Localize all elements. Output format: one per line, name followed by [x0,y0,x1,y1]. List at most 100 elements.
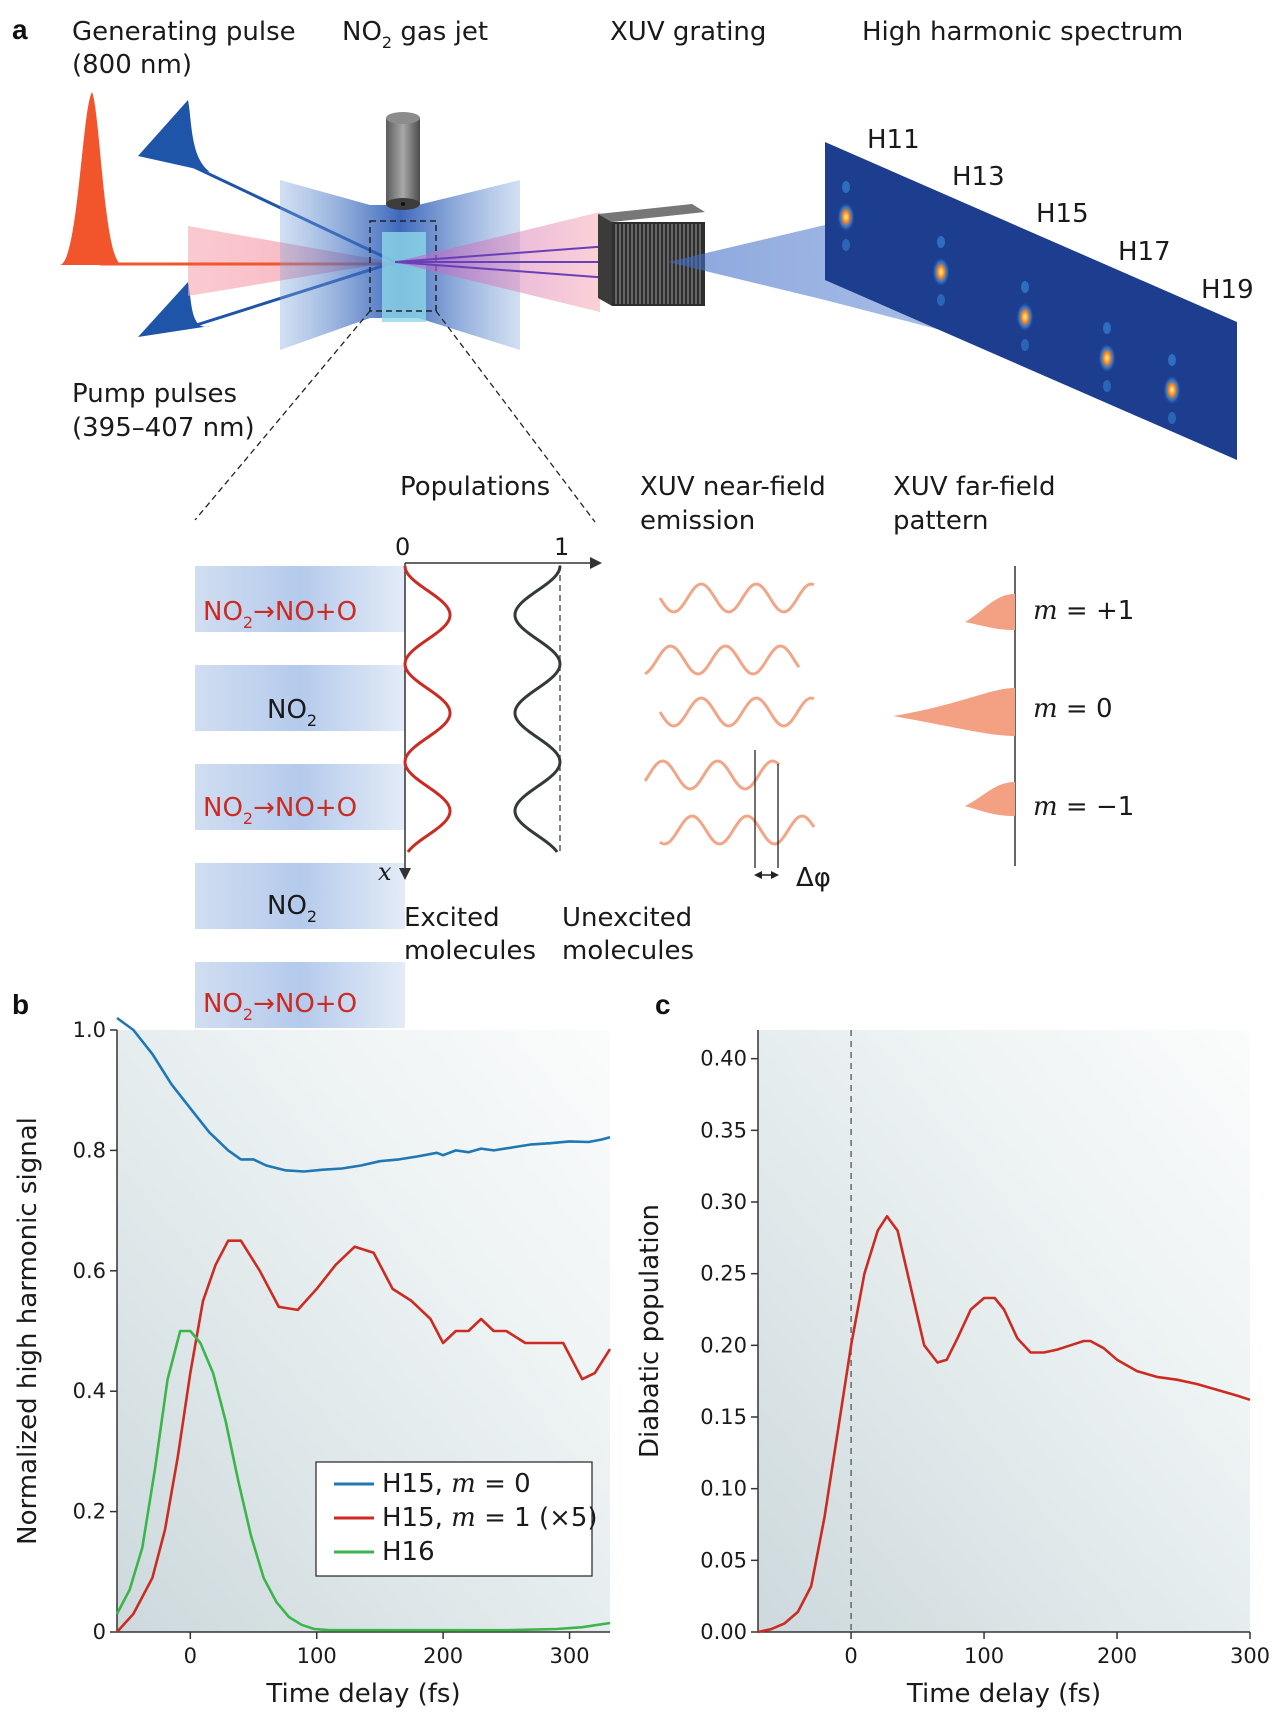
x-tick-label: 100 [297,1644,337,1668]
x-tick-label: 200 [1097,1644,1137,1668]
order-0-label: m = 0 [1033,694,1113,724]
molecule-stripe [195,566,405,632]
near-field-wave [643,759,781,791]
spectrum-title: High harmonic spectrum [862,17,1183,47]
harmonic-spot [837,202,855,232]
nozzle-top [386,112,420,124]
row-label: NO2 [267,891,317,926]
harmonic-spot-lower [1021,339,1029,351]
panel-a-label: a [12,14,28,45]
x-tick-label: 0 [844,1644,857,1668]
x-tick-label: 200 [423,1644,463,1668]
x-axis-arrow [399,868,411,880]
harmonic-label: H11 [867,125,920,155]
y-tick-label: 0.30 [700,1190,747,1214]
molecule-stripe [195,863,405,929]
harmonic-spot-upper [1168,354,1176,366]
molecule-stripe [195,962,405,1028]
harmonic-spot-lower [1168,412,1176,424]
harmonic-label: H19 [1201,275,1254,305]
unexcited-label-1: Unexcited [562,903,692,933]
y-axis-title: Diabatic population [635,1204,665,1458]
y-tick-label: 1.0 [73,1018,106,1042]
gas-jet-stream [382,232,426,322]
generating-pulse-wavelength: (800 nm) [72,50,192,80]
y-tick-label: 0.15 [700,1405,747,1429]
panel-c-plot-area [758,1030,1250,1632]
series-line-0 [116,1016,611,1173]
x-axis-label: x [378,858,392,886]
populations-title: Populations [400,472,550,502]
x-tick-label: 0 [184,1644,197,1668]
row-label: NO2→NO+O [203,793,357,828]
harmonic-spot-lower [1103,380,1111,392]
x-axis-title: Time delay (fs) [906,1679,1101,1709]
nozzle-orifice [401,202,405,206]
order-plus1-label: m = +1 [1033,596,1134,626]
near-field: XUV near-field emission Δφ [640,472,831,893]
order-minus1-label: m = −1 [1033,792,1134,822]
y-tick-label: 0.25 [700,1262,747,1286]
y-tick-label: 0.4 [73,1379,106,1403]
detector-screen [825,142,1237,460]
harmonic-spot-upper [842,181,850,193]
grating-title: XUV grating [610,17,766,47]
y-tick-label: 0.6 [73,1259,106,1283]
far-field-title-2: pattern [893,506,989,536]
far-field-peak-0 [893,688,1015,736]
pump-pulses-wavelength: (395–407 nm) [72,413,255,443]
x-tick-label: 300 [1230,1644,1270,1668]
harmonic-spots [837,181,1181,424]
x-axis-title: Time delay (fs) [265,1679,460,1709]
y-tick-label: 0.2 [73,1500,106,1524]
inset-populations: Populations 0 1 x NO2→NO+O NO2 NO2→NO+O NO2… [195,472,694,1028]
far-field-peak-minus1 [965,782,1015,816]
series-line-1 [116,1239,612,1633]
x-tick-label: 300 [550,1644,590,1668]
excited-label-1: Excited [404,903,500,933]
row-label: NO2→NO+O [203,989,357,1024]
series-line-2 [115,1329,611,1632]
pump-pulses-label: Pump pulses [72,379,237,409]
near-field-wave [658,582,815,614]
near-field-wave [659,814,816,846]
population-axis-arrow [590,557,602,569]
series-line-0 [757,1215,1251,1634]
panel-b-label: b [12,989,29,1020]
harmonic-spot-upper [1103,322,1111,334]
y-axis-title: Normalized high harmonic signal [13,1117,43,1545]
legend-label: H15, m = 0 [382,1469,531,1499]
axis-max-label: 1 [554,533,569,561]
harmonic-spot [1098,343,1116,373]
harmonic-label: H15 [1036,199,1089,229]
y-tick-label: 0.10 [700,1477,747,1501]
excited-population-curve [403,565,452,853]
y-tick-label: 0.20 [700,1333,747,1357]
zoom-line-right [435,310,596,523]
legend-label: H16 [382,1537,435,1567]
near-field-title-1: XUV near-field [640,472,826,502]
harmonic-label: H17 [1118,237,1171,267]
panel-b: b 0 0.2 0.4 0.6 0.8 1.0 0 100 200 300 Time delay (… [12,989,612,1709]
near-field-title-2: emission [640,506,755,536]
far-field: XUV far-field pattern m = +1 m = 0 m = −… [893,472,1134,866]
phase-label: Δφ [796,863,831,893]
panel-c: c 0.00 0.05 0.10 0.15 0.20 0.25 0.30 0.35 0.40 0 1… [635,989,1270,1709]
y-tick-label: 0.05 [700,1548,747,1572]
y-tick-label: 0 [93,1620,106,1644]
harmonic-spot-upper [937,236,945,248]
unexcited-label-2: molecules [562,936,694,966]
harmonic-spot [1016,302,1034,332]
legend-label: H15, m = 1 (×5) [382,1503,598,1533]
harmonic-spot [1163,375,1181,405]
far-field-title-1: XUV far-field [893,472,1056,502]
molecule-stripe [195,764,405,830]
y-tick-label: 0.00 [700,1620,747,1644]
near-field-wave [644,644,801,676]
molecule-stripe [195,665,405,731]
row-label: NO2→NO+O [203,597,357,632]
panel-a: a Generating pulse (800 nm) NO2 gas jet … [12,14,1254,1028]
excited-label-2: molecules [404,936,536,966]
harmonic-label: H13 [952,162,1005,192]
